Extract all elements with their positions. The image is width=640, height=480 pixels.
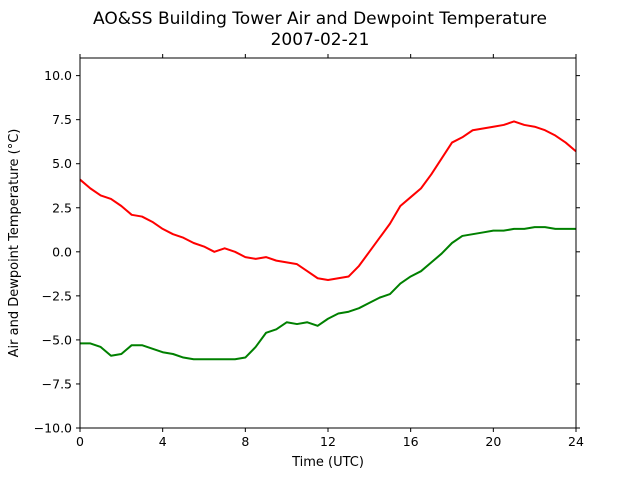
y-tick-label: 7.5	[52, 112, 72, 127]
y-axis-label: Air and Dewpoint Temperature (°C)	[7, 129, 22, 358]
y-tick-label: 5.0	[52, 156, 72, 171]
y-tick-label: 2.5	[52, 200, 72, 215]
y-tick-label: 0.0	[52, 244, 72, 259]
x-tick-label: 12	[320, 434, 336, 449]
x-tick-label: 24	[568, 434, 584, 449]
chart-subtitle: 2007-02-21	[271, 30, 370, 50]
y-tick-label: 10.0	[44, 68, 72, 83]
dewpoint-temperature-line	[80, 226, 576, 361]
x-tick-label: 20	[485, 434, 501, 449]
series-lines	[79, 120, 577, 361]
chart-title: AO&SS Building Tower Air and Dewpoint Te…	[93, 9, 547, 29]
y-tick-label: −5.0	[42, 332, 72, 347]
x-axis-label: Time (UTC)	[291, 455, 364, 470]
y-tick-label: −2.5	[42, 288, 72, 303]
plot-area-frame	[79, 57, 577, 429]
x-tick-label: 0	[76, 434, 84, 449]
x-tick-label: 16	[403, 434, 419, 449]
air-temperature-line	[79, 120, 577, 281]
x-tick-label: 8	[241, 434, 249, 449]
y-tick-label: −10.0	[34, 421, 72, 436]
y-tick-label: −7.5	[42, 376, 72, 391]
axis-ticks: 0 4 8 12 16 20 24 −10.0 −7.5 −5.0 −2.5 0.0 2.5 5.0 7.5…	[34, 54, 584, 449]
x-tick-label: 4	[159, 434, 167, 449]
